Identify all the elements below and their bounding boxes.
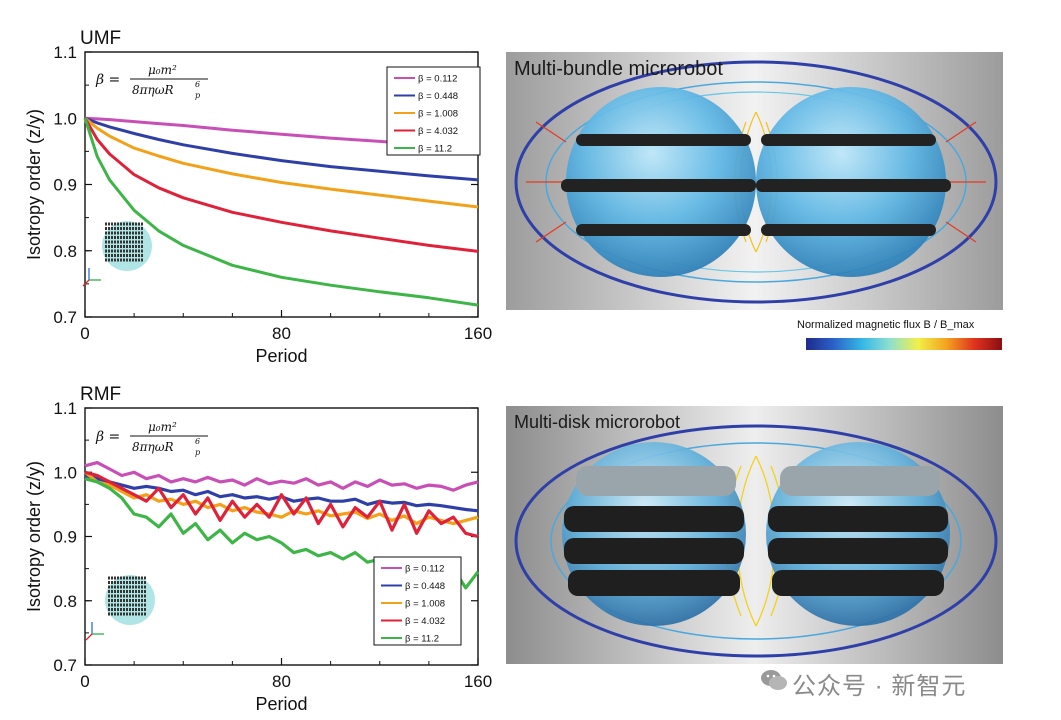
series-line-4 (83, 117, 479, 307)
beta-formula: β = μ₀m² 8πηωR p 6 (95, 63, 208, 100)
x-tick-label: 0 (80, 672, 89, 691)
inset-microrobot-icon (82, 221, 152, 287)
x-axis-label: Period (255, 694, 307, 714)
legend-entry: β = 0.448 (418, 91, 458, 102)
rmf-chart: RMF 0.7 0.8 0.9 1.0 1.1 0 80 160 Period Isotropy o… (24, 384, 492, 714)
legend-entry: β = 4.032 (418, 126, 458, 137)
formula-denominator: 8πηωR (132, 83, 174, 97)
y-tick-label: 1.0 (53, 463, 77, 482)
legend-entry: β = 0.112 (405, 564, 444, 575)
legend-entry: β = 1.008 (418, 109, 458, 120)
x-tick-label: 0 (80, 324, 89, 343)
series-line-2 (84, 117, 479, 209)
legend-entry: β = 0.448 (405, 581, 445, 592)
inset-microrobot-icon (85, 575, 155, 641)
x-tick-label: 80 (272, 672, 291, 691)
y-tick-label: 0.9 (53, 528, 77, 547)
y-tick-label: 0.7 (53, 308, 77, 327)
formula-denominator: 8πηωR (132, 440, 174, 454)
multi-bundle-title: Multi-bundle microrobot (514, 58, 723, 80)
legend: β = 0.112 β = 0.448 β = 1.008 β = 4.032 β = … (386, 66, 481, 156)
chart-title: UMF (80, 28, 121, 49)
series-line-1 (84, 116, 479, 182)
colorbar (806, 338, 1002, 350)
formula-denominator-sub: p (195, 91, 200, 100)
axis-x (85, 633, 93, 641)
formula-numerator: μ₀m² (148, 420, 177, 434)
multi-disk-title: Multi-disk microrobot (514, 412, 681, 432)
y-tick-label: 0.8 (53, 242, 77, 261)
series-line-3 (83, 117, 479, 253)
formula-denominator-sup: 6 (195, 80, 200, 89)
legend-box (386, 66, 481, 156)
y-axis-label: Isotropy order (z/y) (24, 109, 44, 260)
legend-entry: β = 4.032 (405, 616, 445, 627)
x-axis-label: Period (255, 346, 307, 366)
umf-chart: UMF 0.7 0.8 0.9 1.0 1.1 0 80 160 Period Isotropy o… (24, 28, 492, 366)
legend-entry: β = 0.112 (418, 74, 457, 85)
series-line-3 (84, 470, 479, 539)
beta-formula: β = μ₀m² 8πηωR p 6 (95, 420, 208, 457)
formula-lhs: β = (95, 72, 120, 88)
multi-disk-illustration (506, 406, 1003, 664)
axis-x (82, 279, 90, 287)
y-tick-label: 1.0 (53, 109, 77, 128)
multi-bundle-illustration (506, 52, 1003, 310)
legend-entry: β = 1.008 (405, 599, 445, 610)
x-tick-label: 80 (272, 324, 291, 343)
legend-box (373, 556, 462, 646)
y-tick-label: 0.9 (53, 176, 77, 195)
x-tick-label: 160 (464, 672, 492, 691)
x-tick-label: 160 (464, 324, 492, 343)
colorbar-label: Normalized magnetic flux B / B_max (797, 319, 975, 331)
y-tick-label: 0.7 (53, 656, 77, 675)
series-line-0 (84, 461, 479, 492)
formula-denominator-sub: p (195, 448, 200, 457)
formula-numerator: μ₀m² (148, 63, 177, 77)
wechat-icon (761, 670, 787, 690)
y-tick-label: 1.1 (53, 43, 77, 62)
y-tick-label: 0.8 (53, 592, 77, 611)
formula-lhs: β = (95, 429, 120, 445)
y-tick-label: 1.1 (53, 399, 77, 418)
legend-entry: β = 11.2 (418, 144, 452, 155)
legend: β = 0.112 β = 0.448 β = 1.008 β = 4.032 β = … (373, 556, 462, 646)
y-axis-label: Isotropy order (z/y) (24, 461, 44, 612)
chart-title: RMF (80, 384, 121, 405)
multi-disk-render: Multi-disk microrobot (506, 406, 1003, 664)
legend-entry: β = 11.2 (405, 634, 439, 645)
multi-bundle-render: Multi-bundle microrobot (506, 52, 1003, 310)
formula-denominator-sup: 6 (195, 437, 200, 446)
watermark: 公众号 · 新智元 (792, 673, 967, 700)
